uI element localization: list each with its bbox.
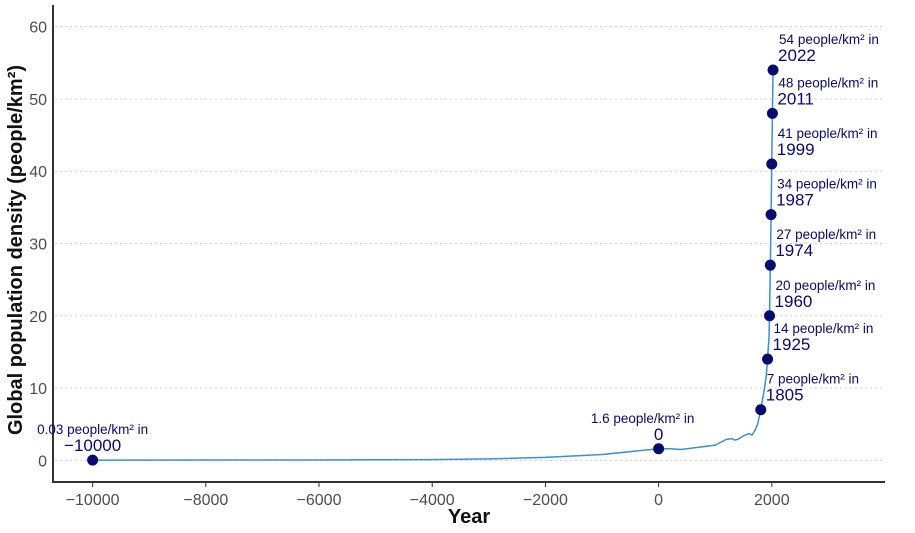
annotations: 0.03 people/km² in−10000 1.6 people/km² i…: [37, 32, 879, 455]
tick-labels: 0 10 20 30 40 50 60 −10000 −8000 −6000 −4000 −2000 0…: [29, 20, 789, 509]
data-point: [767, 64, 779, 76]
annotation-year: 1960: [775, 292, 813, 311]
data-point: [764, 259, 776, 271]
y-tick-label: 20: [29, 309, 47, 326]
y-tick-label: 50: [29, 92, 47, 109]
annotation-label: 34 people/km² in: [777, 177, 877, 192]
data-point: [87, 454, 99, 466]
x-tick-label: −8000: [183, 492, 228, 509]
data-point: [766, 107, 778, 119]
x-tick-label: −4000: [410, 492, 455, 509]
x-tick-label: 2000: [754, 492, 790, 509]
axes: [52, 5, 885, 483]
y-axis-title: Global population density (people/km²): [5, 65, 27, 435]
annotation-year: 1987: [776, 191, 814, 210]
x-tick-label: −2000: [523, 492, 568, 509]
annotation-year: 2011: [777, 89, 814, 108]
annotation-label: 20 people/km² in: [776, 278, 876, 293]
annotation: 1.6 people/km² in0: [591, 411, 695, 444]
data-points: [87, 64, 779, 466]
annotation-label: 1.6 people/km² in: [591, 411, 695, 426]
axis-lines: [52, 5, 885, 483]
annotation-label: 27 people/km² in: [776, 227, 876, 242]
annotation-year: 1974: [775, 241, 813, 260]
x-tick-label: 0: [654, 492, 663, 509]
data-point: [764, 310, 776, 322]
annotation-label: 48 people/km² in: [778, 75, 878, 90]
y-tick-label: 10: [29, 381, 47, 398]
annotation-label: 41 people/km² in: [778, 126, 878, 141]
annotation-year: 2022: [778, 46, 816, 65]
annotation-year: 1925: [773, 335, 811, 354]
annotation-label: 7 people/km² in: [767, 372, 859, 387]
series-line: [92, 70, 774, 461]
gridlines: [55, 26, 885, 461]
annotation: 0.03 people/km² in−10000: [37, 422, 148, 455]
y-tick-label: 0: [38, 453, 47, 470]
annotation-label: 14 people/km² in: [774, 321, 874, 336]
data-point: [762, 353, 774, 365]
annotation-label: 54 people/km² in: [779, 32, 879, 47]
annotation-label: 0.03 people/km² in: [37, 422, 148, 437]
x-tick-label: −10000: [66, 492, 120, 509]
annotation-year: 1999: [777, 140, 815, 159]
annotation-year: 1805: [766, 386, 804, 405]
annotation-year: −10000: [64, 436, 121, 455]
data-point: [766, 158, 778, 170]
y-tick-label: 30: [29, 237, 47, 254]
data-point: [755, 404, 767, 416]
x-tick-label: −6000: [297, 492, 342, 509]
data-point: [653, 443, 665, 455]
annotation-year: 0: [654, 425, 663, 444]
x-axis-title: Year: [448, 506, 490, 528]
y-tick-label: 60: [29, 20, 47, 37]
y-tick-label: 40: [29, 164, 47, 181]
data-point: [765, 209, 777, 221]
